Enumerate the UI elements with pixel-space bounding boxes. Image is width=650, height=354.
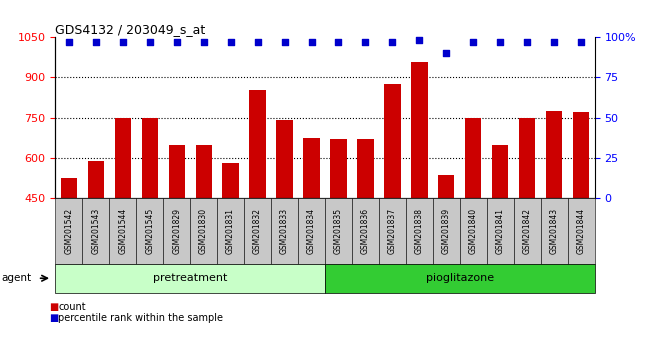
Text: ■: ■: [49, 313, 58, 322]
Bar: [573, 112, 590, 198]
Bar: [168, 145, 185, 198]
Bar: [438, 176, 454, 198]
Point: [64, 39, 74, 45]
Text: pretreatment: pretreatment: [153, 273, 228, 283]
Text: GSM201842: GSM201842: [523, 208, 532, 254]
Bar: [384, 84, 400, 198]
Bar: [304, 138, 320, 198]
Text: GSM201836: GSM201836: [361, 208, 370, 254]
Bar: [250, 90, 266, 198]
Point: [280, 39, 290, 45]
Bar: [465, 118, 482, 198]
Point: [198, 39, 209, 45]
Point: [549, 39, 560, 45]
Bar: [358, 139, 374, 198]
Point: [414, 38, 424, 43]
Point: [90, 39, 101, 45]
Text: count: count: [58, 302, 86, 312]
Bar: [546, 111, 562, 198]
Point: [468, 39, 478, 45]
Point: [387, 39, 398, 45]
Point: [144, 39, 155, 45]
Point: [441, 51, 452, 56]
Bar: [114, 118, 131, 198]
Point: [226, 39, 236, 45]
Text: GSM201543: GSM201543: [91, 208, 100, 254]
Text: GSM201837: GSM201837: [388, 208, 397, 254]
Text: pioglitazone: pioglitazone: [426, 273, 494, 283]
Bar: [492, 144, 508, 198]
Text: GSM201545: GSM201545: [145, 208, 154, 254]
Bar: [330, 139, 346, 198]
Text: agent: agent: [1, 273, 31, 283]
Bar: [519, 118, 536, 198]
Bar: [411, 62, 428, 198]
Bar: [222, 162, 239, 198]
Point: [252, 39, 263, 45]
Bar: [60, 178, 77, 198]
Point: [360, 39, 370, 45]
Text: GSM201840: GSM201840: [469, 208, 478, 254]
Text: GSM201832: GSM201832: [253, 208, 262, 254]
Text: GSM201835: GSM201835: [334, 208, 343, 254]
Text: GSM201831: GSM201831: [226, 208, 235, 254]
Point: [495, 39, 506, 45]
Text: GSM201542: GSM201542: [64, 208, 73, 254]
Point: [522, 39, 532, 45]
Text: GSM201829: GSM201829: [172, 208, 181, 254]
Text: GDS4132 / 203049_s_at: GDS4132 / 203049_s_at: [55, 23, 205, 36]
Text: GSM201833: GSM201833: [280, 208, 289, 254]
Point: [306, 39, 317, 45]
Text: GSM201834: GSM201834: [307, 208, 316, 254]
Text: GSM201839: GSM201839: [442, 208, 451, 254]
Point: [172, 39, 182, 45]
Text: GSM201844: GSM201844: [577, 208, 586, 254]
Point: [576, 39, 586, 45]
Text: GSM201838: GSM201838: [415, 208, 424, 254]
Bar: [196, 144, 212, 198]
Point: [118, 39, 128, 45]
Text: ■: ■: [49, 302, 58, 312]
Text: GSM201544: GSM201544: [118, 208, 127, 254]
Bar: [276, 120, 292, 198]
Bar: [88, 161, 104, 198]
Point: [333, 39, 344, 45]
Text: GSM201841: GSM201841: [496, 208, 505, 254]
Bar: [142, 118, 158, 198]
Text: GSM201843: GSM201843: [550, 208, 559, 254]
Text: GSM201830: GSM201830: [199, 208, 208, 254]
Text: percentile rank within the sample: percentile rank within the sample: [58, 313, 224, 322]
